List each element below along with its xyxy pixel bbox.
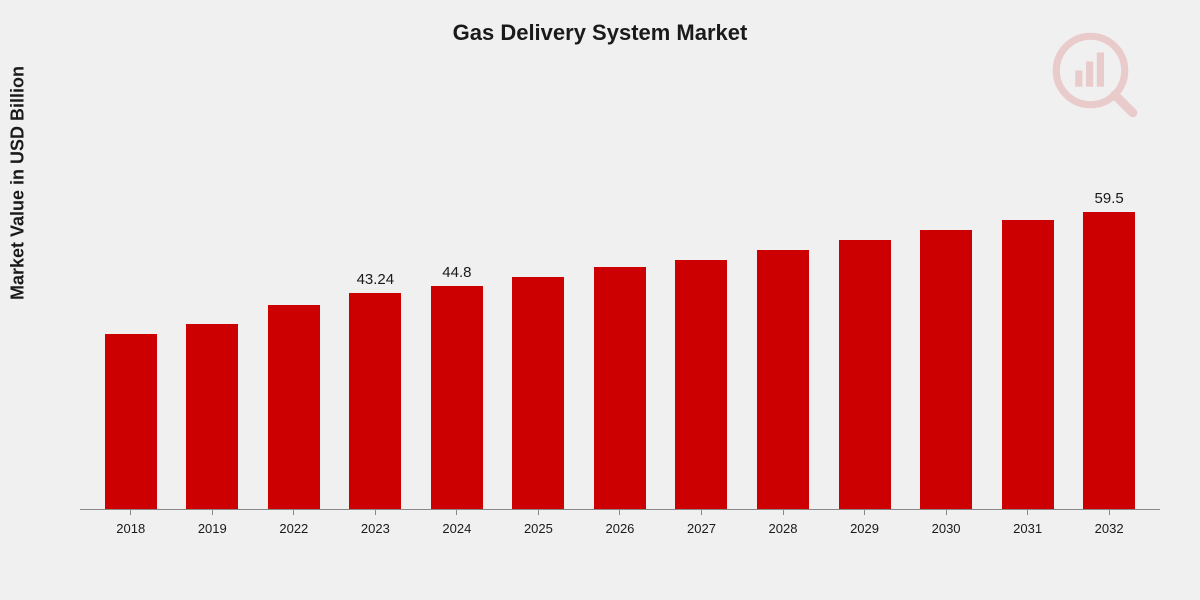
bar-slot: 2028 (742, 110, 824, 509)
xtick-mark (701, 509, 702, 515)
xtick-mark (375, 509, 376, 515)
x-axis-tick-label: 2018 (116, 521, 145, 536)
x-axis-tick-label: 2026 (605, 521, 634, 536)
x-axis-tick-label: 2032 (1095, 521, 1124, 536)
x-axis-tick-label: 2022 (279, 521, 308, 536)
x-axis-tick-label: 2023 (361, 521, 390, 536)
bar (105, 334, 157, 509)
bar (1083, 212, 1135, 509)
bars-container: 20182019202243.24202344.8202420252026202… (80, 110, 1160, 509)
bar (431, 286, 483, 509)
xtick-mark (212, 509, 213, 515)
y-axis-label: Market Value in USD Billion (8, 66, 29, 300)
x-axis-tick-label: 2030 (932, 521, 961, 536)
x-axis-tick-label: 2027 (687, 521, 716, 536)
bar-slot: 2018 (90, 110, 172, 509)
bar-slot: 59.52032 (1068, 110, 1150, 509)
bar (186, 324, 238, 509)
bar-slot: 2019 (172, 110, 254, 509)
bar (839, 240, 891, 509)
bar (268, 305, 320, 509)
bar (512, 277, 564, 509)
xtick-mark (1109, 509, 1110, 515)
x-axis-tick-label: 2028 (769, 521, 798, 536)
xtick-mark (456, 509, 457, 515)
bar-value-label: 44.8 (442, 264, 471, 282)
bar (920, 230, 972, 509)
xtick-mark (293, 509, 294, 515)
bar-slot: 2022 (253, 110, 335, 509)
bar-value-label: 43.24 (357, 271, 395, 289)
xtick-mark (538, 509, 539, 515)
bar-slot: 2029 (824, 110, 906, 509)
xtick-mark (783, 509, 784, 515)
bar (675, 260, 727, 509)
x-axis-tick-label: 2025 (524, 521, 553, 536)
bar-slot: 2025 (498, 110, 580, 509)
x-axis-tick-label: 2031 (1013, 521, 1042, 536)
bar (1002, 220, 1054, 509)
bar-slot: 2030 (905, 110, 987, 509)
bar (757, 250, 809, 509)
bar-value-label: 59.5 (1095, 190, 1124, 208)
bar-slot: 43.242023 (335, 110, 417, 509)
bar (349, 293, 401, 509)
x-axis-tick-label: 2024 (442, 521, 471, 536)
bar-slot: 2031 (987, 110, 1069, 509)
xtick-mark (864, 509, 865, 515)
xtick-mark (619, 509, 620, 515)
chart-title: Gas Delivery System Market (0, 20, 1200, 46)
plot-area: 20182019202243.24202344.8202420252026202… (80, 110, 1160, 510)
bar (594, 267, 646, 509)
bar-slot: 44.82024 (416, 110, 498, 509)
x-axis-tick-label: 2019 (198, 521, 227, 536)
xtick-mark (1027, 509, 1028, 515)
bar-slot: 2027 (661, 110, 743, 509)
x-axis-tick-label: 2029 (850, 521, 879, 536)
bar-slot: 2026 (579, 110, 661, 509)
xtick-mark (130, 509, 131, 515)
xtick-mark (946, 509, 947, 515)
